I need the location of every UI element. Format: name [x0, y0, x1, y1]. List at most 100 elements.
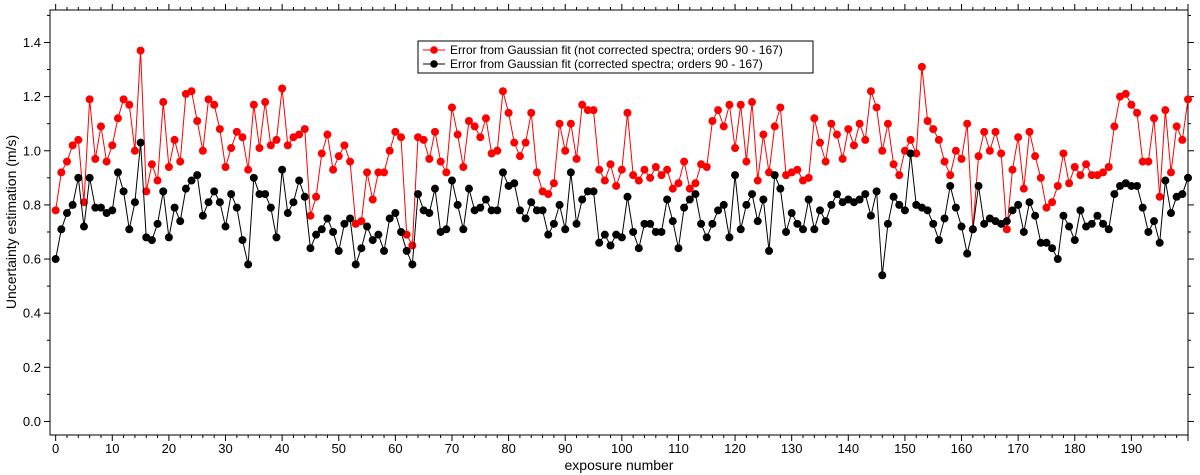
- data-point: [866, 87, 875, 96]
- data-point: [391, 209, 400, 218]
- data-point: [566, 168, 575, 177]
- data-point: [481, 114, 490, 123]
- data-point: [1076, 206, 1085, 215]
- data-point: [680, 203, 689, 212]
- data-point: [680, 157, 689, 166]
- data-point: [697, 219, 706, 228]
- data-point: [176, 157, 185, 166]
- data-point: [527, 198, 536, 207]
- data-point: [889, 192, 898, 201]
- data-point: [1048, 244, 1057, 253]
- data-point: [793, 165, 802, 174]
- data-point: [963, 119, 972, 128]
- data-point: [714, 206, 723, 215]
- data-point: [334, 152, 343, 161]
- data-point: [1150, 114, 1159, 123]
- data-point: [85, 95, 94, 104]
- data-point: [481, 195, 490, 204]
- data-point: [102, 157, 111, 166]
- data-point: [436, 157, 445, 166]
- data-point: [283, 141, 292, 150]
- data-point: [532, 206, 541, 215]
- data-point: [261, 190, 270, 199]
- data-point: [1036, 238, 1045, 247]
- data-point: [821, 157, 830, 166]
- data-point: [159, 98, 168, 107]
- data-point: [844, 125, 853, 134]
- data-point: [51, 255, 60, 264]
- data-point: [249, 100, 258, 109]
- data-point: [951, 203, 960, 212]
- y-tick-label: 1.0: [23, 143, 41, 158]
- data-point: [595, 238, 604, 247]
- data-point: [872, 103, 881, 112]
- data-point: [68, 141, 77, 150]
- data-point: [968, 225, 977, 234]
- data-point: [442, 168, 451, 177]
- x-tick-label: 30: [218, 441, 232, 456]
- data-point: [425, 209, 434, 218]
- data-point: [1144, 227, 1153, 236]
- data-point: [832, 190, 841, 199]
- data-point: [685, 184, 694, 193]
- data-point: [96, 203, 105, 212]
- data-point: [187, 87, 196, 96]
- data-point: [940, 157, 949, 166]
- x-tick-label: 170: [1007, 441, 1029, 456]
- data-point: [346, 157, 355, 166]
- data-point: [464, 184, 473, 193]
- data-point: [1178, 135, 1187, 144]
- data-point: [1070, 236, 1079, 245]
- data-point: [91, 203, 100, 212]
- data-point: [278, 165, 287, 174]
- data-point: [1087, 171, 1096, 180]
- data-point: [380, 168, 389, 177]
- data-point: [351, 260, 360, 269]
- data-point: [249, 173, 258, 182]
- data-point: [827, 200, 836, 209]
- data-point: [1042, 203, 1051, 212]
- data-point: [1036, 173, 1045, 182]
- data-point: [238, 133, 247, 142]
- data-point: [1065, 179, 1074, 188]
- data-point: [549, 179, 558, 188]
- data-point: [113, 114, 122, 123]
- data-point: [883, 219, 892, 228]
- data-point: [640, 165, 649, 174]
- data-point: [153, 176, 162, 185]
- y-tick-label: 1.4: [23, 35, 41, 50]
- data-point: [176, 217, 185, 226]
- data-point: [238, 236, 247, 245]
- data-point: [1048, 198, 1057, 207]
- data-point: [725, 100, 734, 109]
- data-point: [923, 206, 932, 215]
- data-point: [934, 236, 943, 245]
- data-point: [498, 87, 507, 96]
- data-point: [1031, 211, 1040, 220]
- data-point: [997, 149, 1006, 158]
- data-point: [963, 249, 972, 258]
- data-point: [1110, 190, 1119, 199]
- data-point: [578, 195, 587, 204]
- data-point: [113, 168, 122, 177]
- data-point: [1082, 160, 1091, 169]
- data-point: [657, 227, 666, 236]
- data-point: [91, 154, 100, 163]
- data-point: [1184, 95, 1192, 104]
- data-point: [957, 154, 966, 163]
- data-point: [866, 211, 875, 220]
- data-point: [57, 225, 66, 234]
- series-line: [55, 50, 1189, 248]
- data-point: [600, 176, 609, 185]
- data-point: [430, 184, 439, 193]
- data-point: [1155, 192, 1164, 201]
- data-point: [1002, 225, 1011, 234]
- data-point: [430, 127, 439, 136]
- data-point: [674, 244, 683, 253]
- data-point: [770, 122, 779, 131]
- data-point: [561, 225, 570, 234]
- x-axis-title: exposure number: [565, 457, 674, 473]
- data-point: [329, 165, 338, 174]
- data-point: [119, 95, 128, 104]
- data-point: [929, 125, 938, 134]
